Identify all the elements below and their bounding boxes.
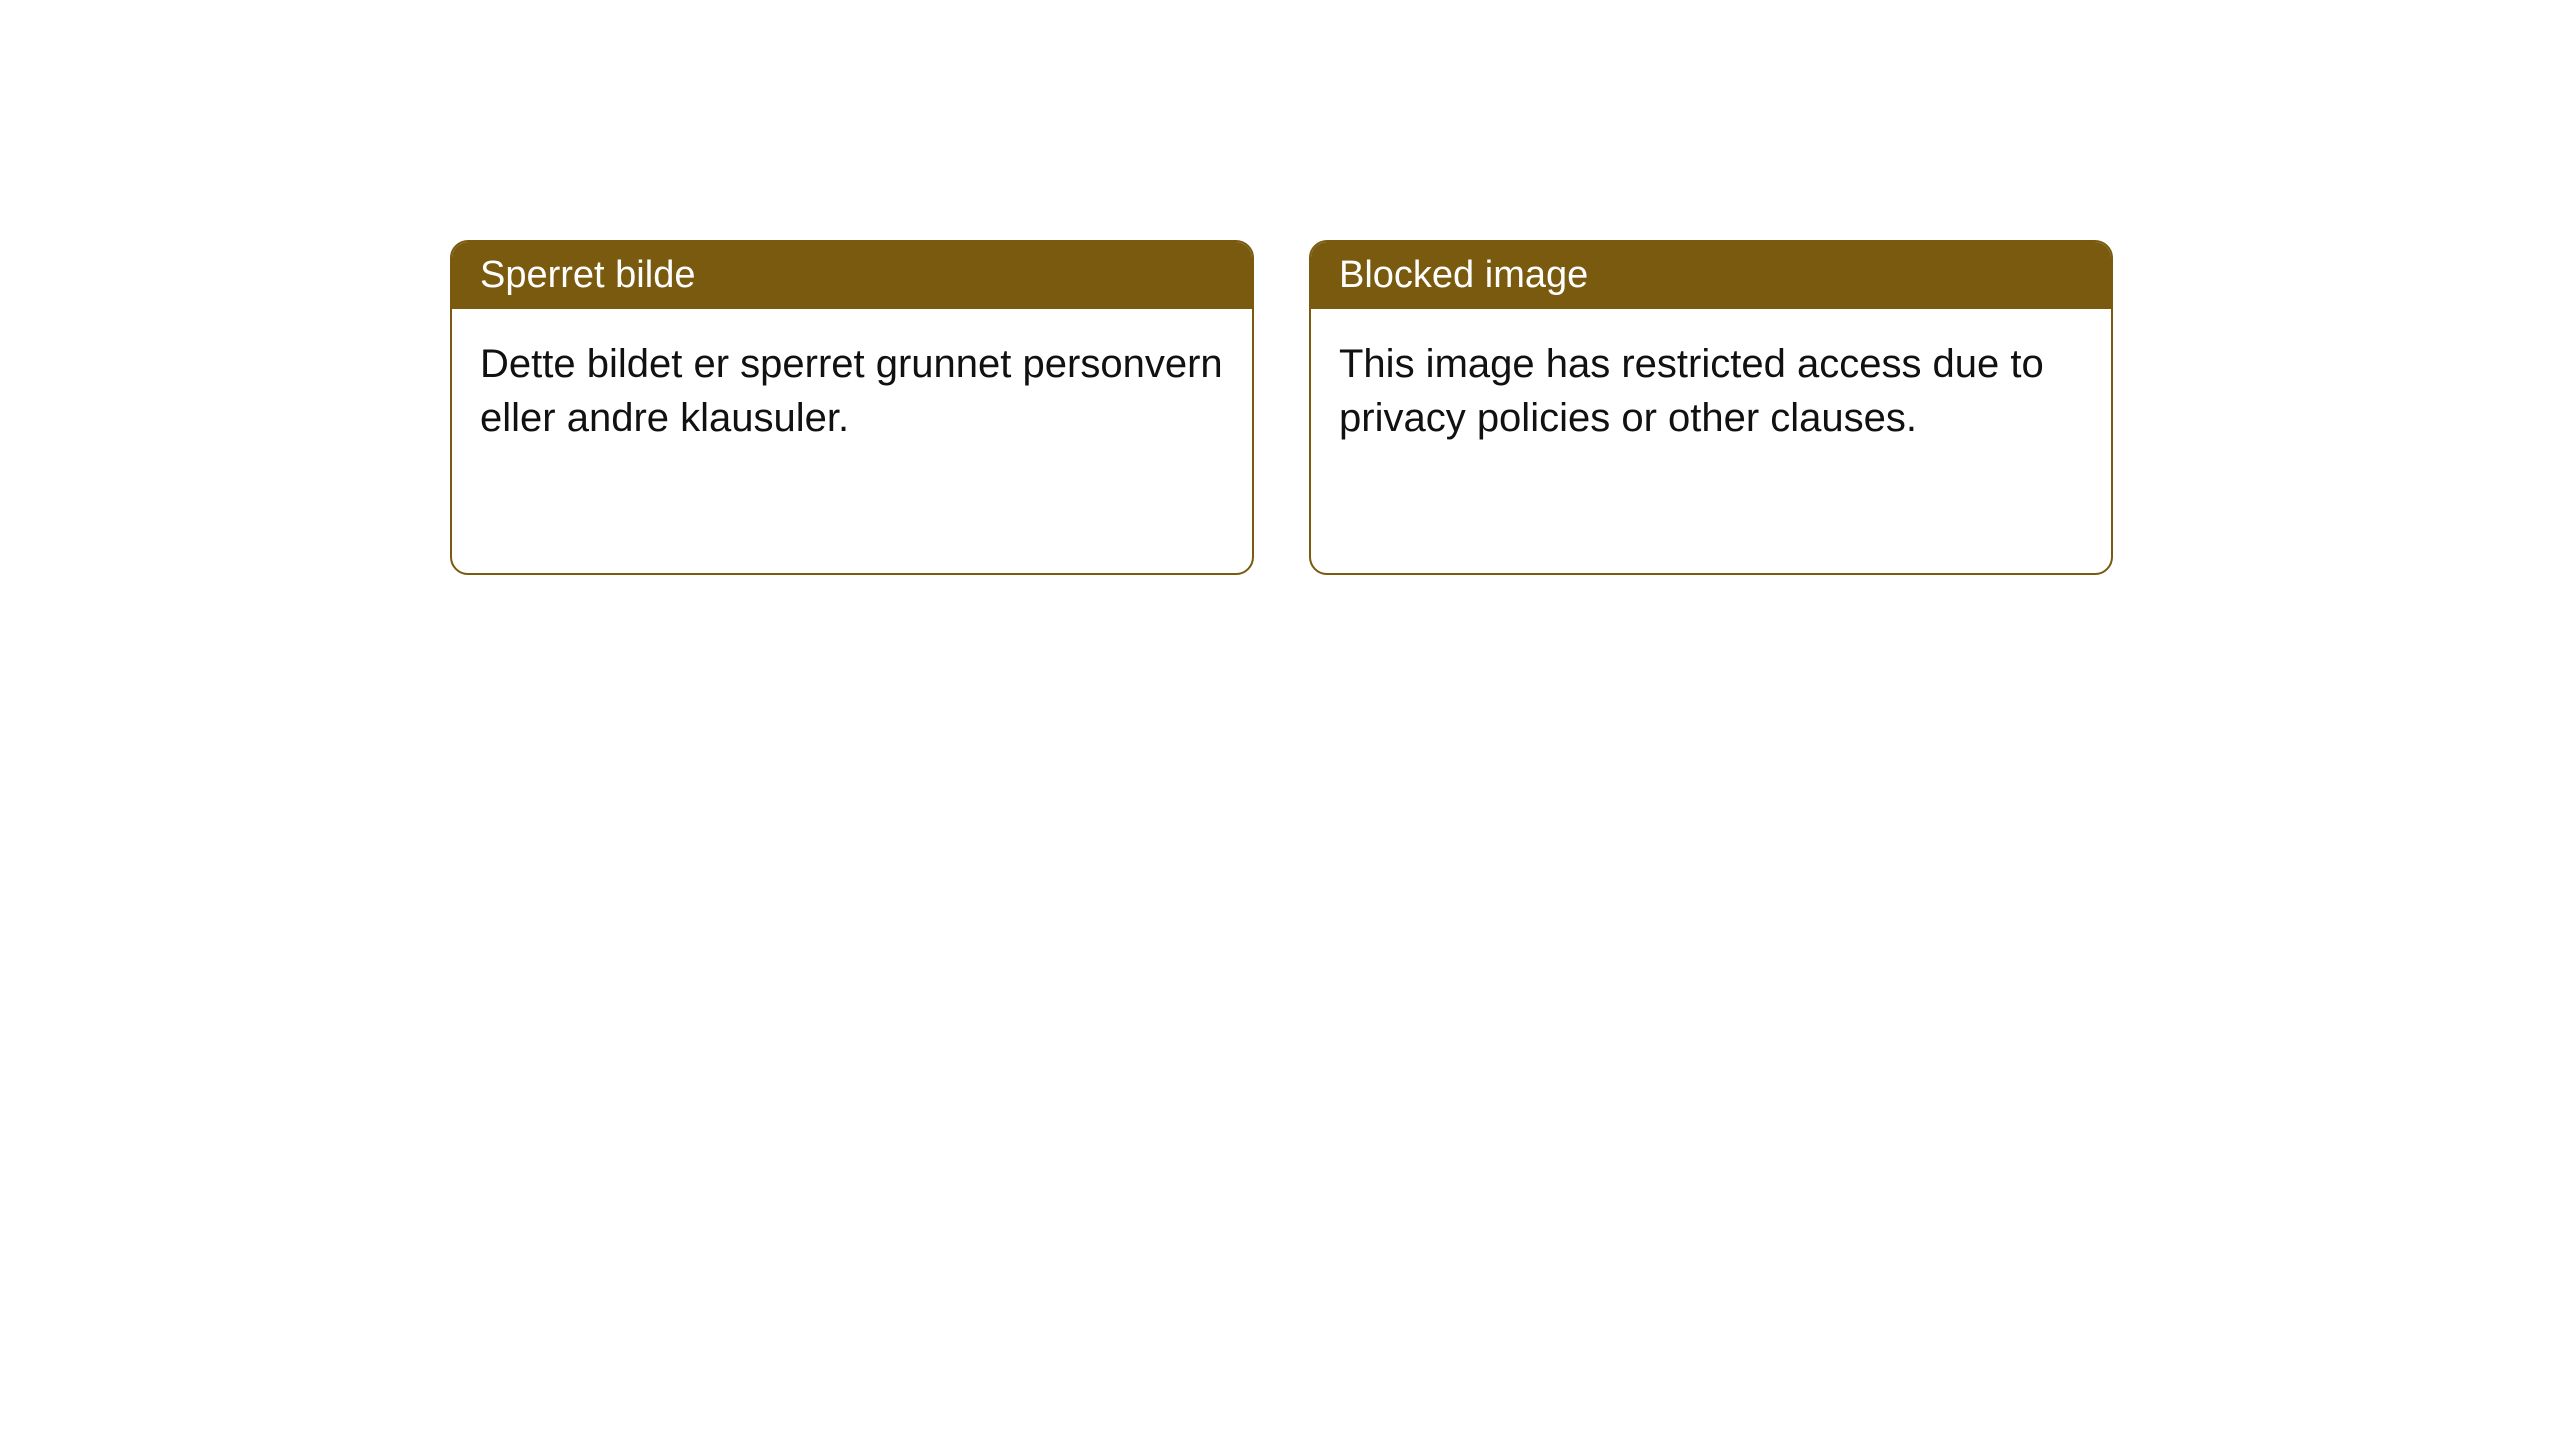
card-header: Blocked image [1311,242,2111,309]
notice-card-english: Blocked image This image has restricted … [1309,240,2113,575]
card-title: Blocked image [1339,254,1588,296]
card-body: This image has restricted access due to … [1311,309,2111,473]
card-body-text: This image has restricted access due to … [1339,342,2044,440]
notice-cards-container: Sperret bilde Dette bildet er sperret gr… [450,240,2113,575]
card-body-text: Dette bildet er sperret grunnet personve… [480,342,1223,440]
card-header: Sperret bilde [452,242,1252,309]
card-title: Sperret bilde [480,254,695,296]
card-body: Dette bildet er sperret grunnet personve… [452,309,1252,473]
notice-card-norwegian: Sperret bilde Dette bildet er sperret gr… [450,240,1254,575]
